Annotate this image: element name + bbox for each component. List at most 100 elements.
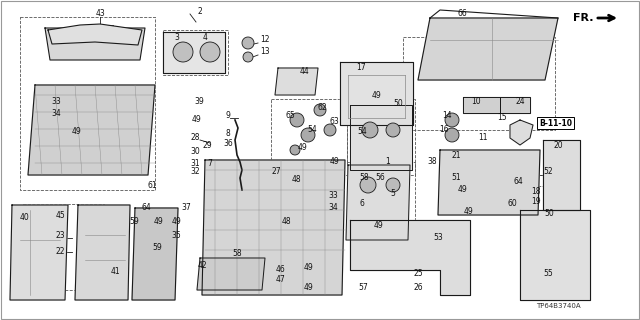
Polygon shape [75,205,130,300]
Text: 38: 38 [427,157,437,166]
Text: 58: 58 [232,249,242,258]
Text: 66: 66 [457,10,467,19]
Bar [23,204,104,290]
Circle shape [360,177,376,193]
Circle shape [290,113,304,127]
Text: 64: 64 [141,203,151,212]
Text: 32: 32 [190,167,200,177]
Text: 8: 8 [226,130,230,139]
Text: 56: 56 [375,172,385,181]
Circle shape [301,128,315,142]
Text: 1: 1 [386,156,390,165]
Polygon shape [48,24,142,45]
Text: 34: 34 [328,203,338,212]
Text: 21: 21 [451,150,461,159]
Circle shape [290,145,300,155]
Text: 22: 22 [55,247,65,257]
Text: 53: 53 [433,233,443,242]
Text: 7: 7 [207,159,212,169]
Text: 59: 59 [152,243,162,252]
Text: B-11-10: B-11-10 [539,118,572,127]
Text: 36: 36 [223,139,233,148]
Text: 65: 65 [285,110,295,119]
Text: 40: 40 [20,213,30,222]
Text: 33: 33 [51,97,61,106]
Text: 51: 51 [451,173,461,182]
Text: 4: 4 [203,34,207,43]
Polygon shape [28,85,155,175]
Text: 9: 9 [225,110,230,119]
Polygon shape [275,68,318,95]
Text: 49: 49 [171,218,181,227]
Text: 49: 49 [71,126,81,135]
Text: 57: 57 [358,284,368,292]
Text: 49: 49 [191,115,201,124]
Bar [347,99,415,175]
Bar [20,17,155,190]
Text: 25: 25 [413,268,423,277]
Text: 49: 49 [153,218,163,227]
Text: 58: 58 [359,172,369,181]
Circle shape [386,178,400,192]
Polygon shape [463,97,500,113]
Text: 12: 12 [260,35,269,44]
Text: 47: 47 [276,276,286,284]
Text: 15: 15 [497,113,507,122]
Circle shape [173,42,193,62]
Text: 43: 43 [95,9,105,18]
Polygon shape [350,220,470,295]
Text: TP64B3740A: TP64B3740A [536,303,580,309]
Text: 39: 39 [194,97,204,106]
Text: 13: 13 [260,46,270,55]
Text: 49: 49 [457,186,467,195]
Text: 5: 5 [390,188,396,197]
Text: 63: 63 [329,117,339,126]
Text: 48: 48 [281,218,291,227]
Polygon shape [510,120,533,145]
Text: 42: 42 [197,261,207,270]
Text: 59: 59 [129,218,139,227]
Text: 55: 55 [543,268,553,277]
Text: 49: 49 [330,157,340,166]
Text: 49: 49 [304,263,314,273]
Text: 52: 52 [543,167,553,177]
Polygon shape [340,62,413,125]
Polygon shape [350,105,412,170]
Text: 46: 46 [276,265,286,274]
Text: 49: 49 [297,143,307,153]
Bar [163,30,228,75]
Circle shape [200,42,220,62]
Polygon shape [438,150,540,215]
Text: 49: 49 [371,91,381,100]
Polygon shape [500,97,530,113]
Text: 49: 49 [373,220,383,229]
Text: 27: 27 [271,167,281,177]
Polygon shape [163,32,225,73]
Text: 33: 33 [328,191,338,201]
Text: 64: 64 [513,178,523,187]
Text: 31: 31 [190,158,200,167]
Text: 16: 16 [439,125,449,134]
Text: 3: 3 [175,34,179,43]
Text: 48: 48 [291,175,301,185]
Text: FR.: FR. [573,13,593,23]
Text: 44: 44 [299,68,309,76]
Text: 23: 23 [55,231,65,241]
Circle shape [243,52,253,62]
Text: 17: 17 [356,63,366,73]
Circle shape [445,128,459,142]
Polygon shape [520,210,590,300]
Polygon shape [10,205,68,300]
Polygon shape [197,258,265,290]
Text: 60: 60 [507,198,517,207]
Circle shape [242,37,254,49]
Text: 35: 35 [171,231,181,241]
Text: 54: 54 [357,126,367,135]
Polygon shape [418,18,558,80]
Text: 50: 50 [544,209,554,218]
Text: 41: 41 [110,268,120,276]
Circle shape [386,123,400,137]
Polygon shape [202,160,345,295]
Polygon shape [346,165,410,240]
Text: 50: 50 [393,99,403,108]
